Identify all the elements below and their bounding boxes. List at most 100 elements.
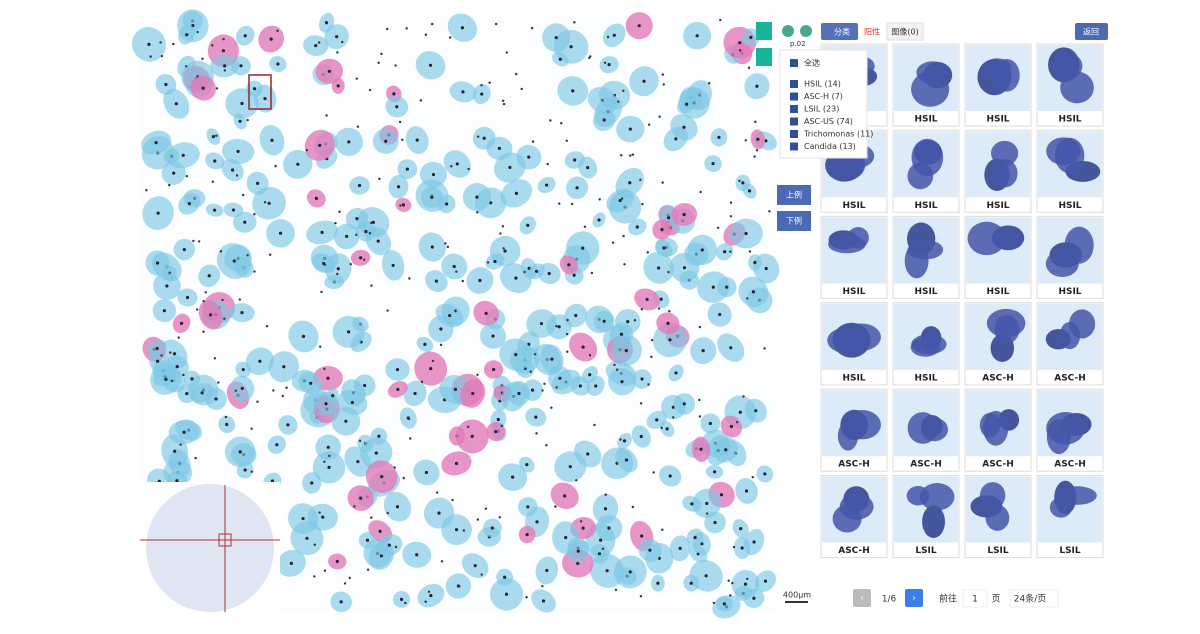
nucleus	[711, 162, 715, 166]
zoom-in[interactable]	[782, 25, 794, 37]
debris	[606, 35, 610, 39]
prev-case-label: 上例	[786, 190, 802, 200]
nucleus	[699, 447, 703, 451]
nucleus	[429, 593, 433, 598]
positive-tab[interactable]: 阳性	[864, 27, 880, 37]
debris	[502, 247, 505, 250]
debris	[588, 56, 591, 60]
nucleus	[497, 146, 501, 150]
debris	[639, 178, 642, 182]
page-size-select[interactable]	[1009, 589, 1059, 608]
nucleus	[208, 313, 213, 317]
tool-icon[interactable]	[756, 48, 772, 66]
debris	[754, 120, 757, 124]
nucleus	[682, 212, 686, 217]
thumbnail-cell	[1046, 137, 1081, 166]
thumbnail-label: LSIL	[1059, 546, 1081, 556]
nucleus	[525, 533, 529, 537]
nucleus	[401, 203, 405, 207]
nucleus	[517, 391, 521, 396]
nucleus	[324, 21, 329, 25]
debris	[323, 460, 326, 463]
checkbox[interactable]	[790, 80, 798, 88]
debris	[195, 308, 199, 311]
debris	[573, 21, 576, 24]
debris	[486, 261, 490, 264]
nucleus	[637, 24, 641, 28]
debris	[545, 444, 548, 447]
tool-icon[interactable]	[756, 22, 772, 40]
overview[interactable]	[140, 482, 280, 613]
nucleus	[238, 450, 242, 454]
debris	[450, 165, 453, 168]
nucleus	[668, 338, 672, 342]
debris	[440, 560, 444, 563]
prev-case-button[interactable]	[777, 185, 811, 205]
classify-button[interactable]	[821, 23, 858, 40]
debris	[399, 204, 402, 207]
nucleus	[626, 320, 630, 324]
checkbox[interactable]	[790, 105, 798, 113]
nucleus	[309, 381, 313, 385]
debris	[202, 299, 205, 303]
page-input[interactable]	[962, 589, 988, 608]
checkbox[interactable]	[790, 117, 798, 126]
nucleus	[276, 62, 280, 66]
nucleus	[547, 271, 551, 276]
debris	[223, 317, 226, 320]
nucleus	[289, 561, 294, 565]
checkbox[interactable]	[790, 59, 798, 67]
nucleus	[619, 332, 624, 336]
nucleus	[437, 511, 441, 515]
nucleus	[539, 321, 544, 326]
nucleus	[310, 481, 314, 485]
debris	[668, 310, 671, 313]
debris	[263, 201, 267, 204]
debris	[196, 30, 199, 34]
debris	[647, 123, 651, 126]
debris	[598, 198, 601, 201]
debris	[320, 290, 323, 294]
debris	[476, 135, 480, 138]
debris	[535, 432, 538, 435]
nucleus	[232, 259, 236, 263]
nucleus	[314, 43, 318, 48]
nucleus	[181, 153, 185, 157]
debris	[439, 343, 443, 347]
back-button[interactable]	[1075, 23, 1108, 40]
debris	[629, 154, 632, 157]
debris	[323, 367, 326, 371]
nucleus	[270, 138, 274, 142]
nucleus	[605, 569, 609, 573]
debris	[276, 29, 279, 33]
checkbox[interactable]	[790, 92, 798, 101]
nucleus	[612, 33, 616, 37]
thumbnail-cell	[842, 323, 881, 351]
thumbnail-cell	[847, 227, 869, 249]
nucleus	[534, 269, 539, 273]
nucleus	[240, 386, 244, 391]
nucleus	[376, 239, 380, 243]
thumbnail-cell	[919, 483, 955, 511]
next-page[interactable]	[905, 589, 923, 607]
nucleus	[557, 325, 561, 329]
debris	[405, 27, 408, 30]
nucleus	[335, 35, 339, 39]
debris	[435, 491, 439, 494]
nucleus	[301, 516, 305, 521]
prev-page[interactable]	[853, 589, 871, 607]
debris	[446, 245, 450, 249]
nucleus	[282, 365, 286, 369]
nucleus	[743, 582, 748, 586]
debris	[543, 382, 546, 385]
debris	[358, 439, 362, 443]
debris	[458, 585, 461, 588]
images-tab-bg[interactable]	[886, 22, 924, 41]
checkbox[interactable]	[790, 142, 798, 151]
debris	[476, 518, 480, 521]
checkbox[interactable]	[790, 130, 798, 138]
thumbnail-cell	[1045, 250, 1079, 277]
debris	[202, 330, 205, 333]
zoom-out[interactable]	[800, 25, 812, 37]
next-case-button[interactable]	[777, 211, 811, 231]
